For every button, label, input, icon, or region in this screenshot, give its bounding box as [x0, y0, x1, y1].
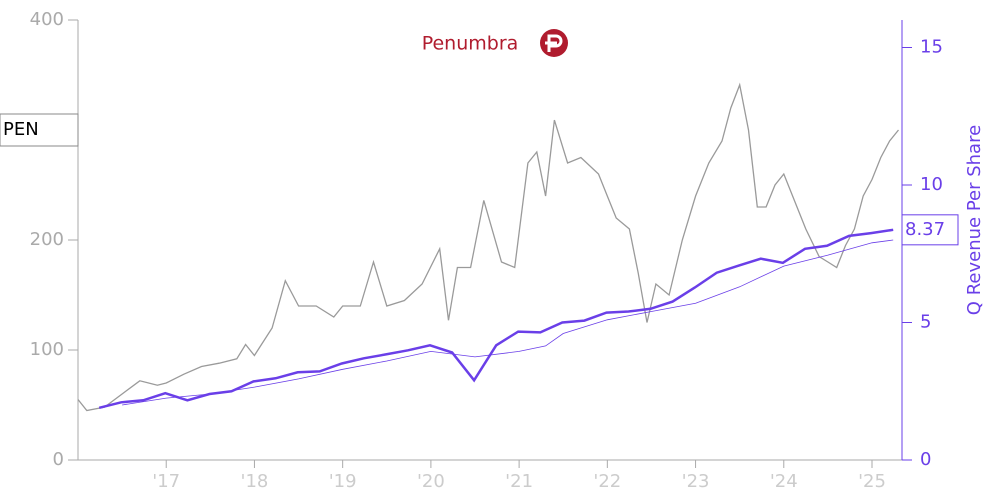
y2-tick-label: 0	[920, 449, 931, 470]
logo-text: Penumbra	[422, 33, 519, 55]
series-line	[122, 239, 894, 406]
x-tick-label: '21	[505, 471, 533, 492]
logo-glyph	[545, 34, 563, 52]
y2-axis-title: Q Revenue Per Share	[964, 125, 985, 315]
value-tag: 8.37	[905, 219, 945, 240]
x-tick-label: '22	[593, 471, 621, 492]
y-tick-label: 0	[53, 449, 64, 470]
x-tick-label: '20	[417, 471, 445, 492]
logo: Penumbra	[422, 29, 568, 57]
y-tick-label: 400	[30, 9, 64, 30]
x-tick-label: '19	[329, 471, 357, 492]
x-tick-label: '17	[152, 471, 180, 492]
y-tick-label: 200	[30, 229, 64, 250]
y2-tick-label: 10	[920, 174, 943, 195]
price-tag-box	[0, 113, 79, 147]
series-line	[98, 228, 894, 410]
x-tick-label: '24	[770, 471, 798, 492]
value-tag-box	[901, 214, 959, 246]
x-tick-label: '18	[241, 471, 269, 492]
price-tag: PEN	[3, 119, 39, 140]
y-tick-label: 100	[30, 339, 64, 360]
y2-tick-label: 15	[920, 37, 943, 58]
x-tick-label: '23	[682, 471, 710, 492]
y2-tick-label: 5	[920, 312, 931, 333]
x-tick-label: '25	[858, 471, 886, 492]
series-line	[77, 82, 900, 412]
